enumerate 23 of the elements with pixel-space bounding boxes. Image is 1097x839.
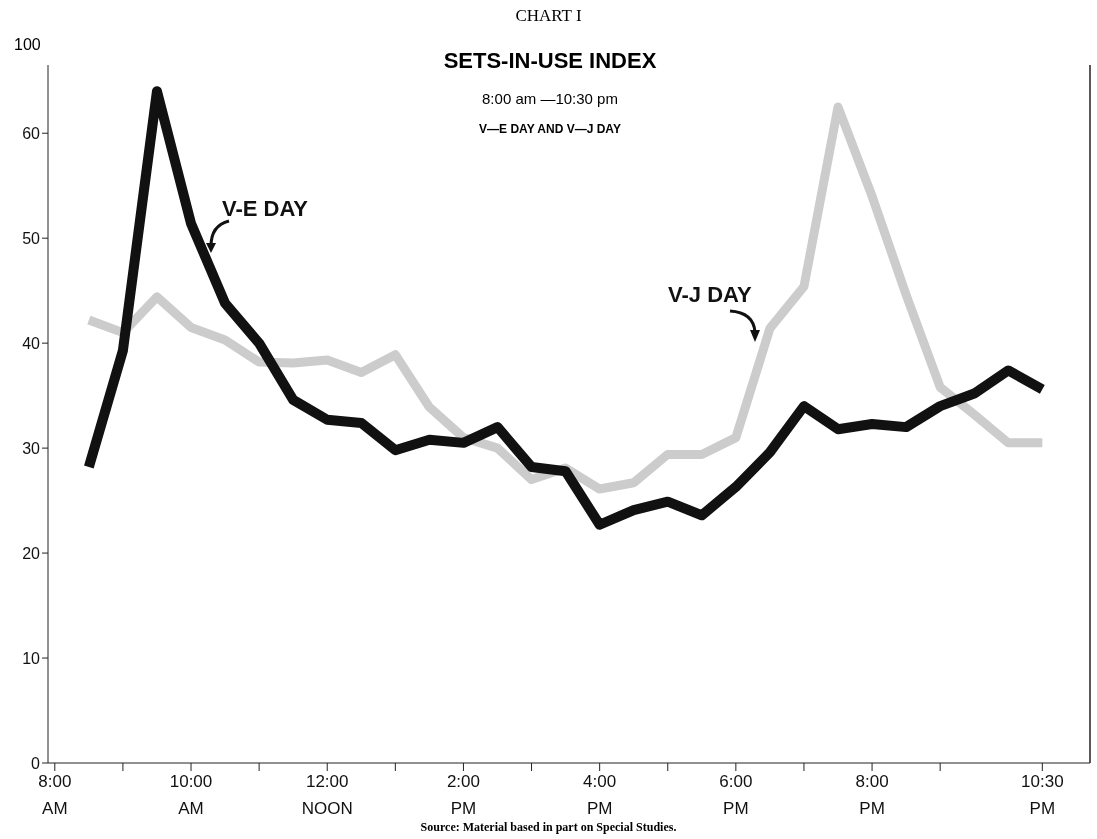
- text: 8:00 am —10:30 pm: [481, 90, 619, 107]
- y-tick-label: 60: [22, 124, 41, 142]
- x-tick-label: 4:00 PM: [583, 772, 617, 818]
- x-tick-label: 8:00 AM: [38, 772, 72, 818]
- series-label: V-E DAY: [222, 196, 309, 222]
- source-note: Source: Material based in part on Special Studies.: [419, 820, 678, 835]
- text: CHART I: [514, 6, 583, 26]
- y-tick-label: 10: [22, 649, 41, 667]
- x-tick-label: 12:00 NOON: [301, 772, 353, 818]
- y-tick-label: 0: [31, 754, 41, 772]
- x-tick-label: 2:00 PM: [446, 772, 480, 818]
- x-tick-label: 10:00 AM: [169, 772, 213, 818]
- y-tick-label: 40: [22, 334, 41, 352]
- annotation: V—E DAY AND V—J DAY: [478, 122, 622, 136]
- series-label: V-J DAY: [668, 282, 752, 308]
- y-tick-label: 50: [22, 229, 41, 247]
- x-tick-label: 6:00 PM: [719, 772, 753, 818]
- y-tick-label: 20: [22, 544, 41, 562]
- chart-title: SETS-IN-USE INDEX: [442, 48, 658, 74]
- x-tick-label: 10:30 PM: [1021, 772, 1064, 818]
- y-tick-label: 30: [22, 439, 41, 457]
- text: 100: [14, 36, 41, 54]
- x-tick-label: 8:00 PM: [855, 772, 889, 818]
